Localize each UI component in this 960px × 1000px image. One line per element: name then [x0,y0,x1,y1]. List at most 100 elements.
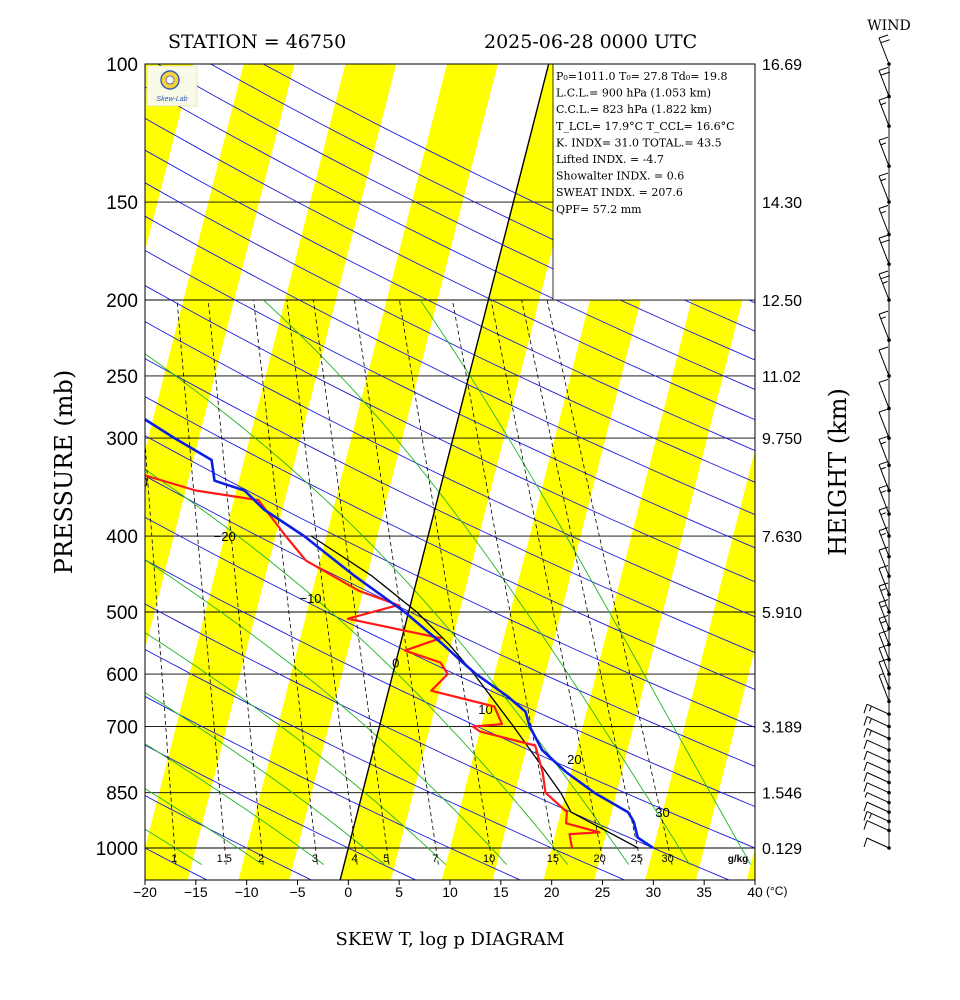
wind-barb-half [882,280,888,284]
mixing-ratio-line [253,299,318,865]
dry-adiabat [145,358,755,654]
wind-barb-half [868,718,872,724]
wind-barb [878,599,889,604]
wind-barb [878,614,889,619]
isotherm-band [340,64,600,880]
wind-barb [878,270,889,275]
wind-barb-half [868,813,872,819]
isotherm-band [145,64,295,650]
wind-barb [878,484,889,489]
dry-adiabat [145,182,755,483]
wind-barb [863,837,868,848]
wind-barb-shaft [878,661,890,689]
info-panel: P₀=1011.0 T₀= 27.8 Td₀= 19.8 L.C.L.= 900 … [556,70,735,216]
height-tick-label: 3.189 [762,720,802,737]
wind-barb-half [880,210,886,214]
wind-barb [878,565,889,570]
dry-adiabat [145,516,755,808]
isotherm-label: 0 [392,656,399,671]
profile-series [145,417,655,850]
wind-barb [863,801,868,812]
moist-adiabat [145,559,508,865]
wind-barb [880,39,890,44]
mixing-ratio-label: 5 [383,853,389,865]
temperature-tick-label: 35 [696,884,712,900]
wind-barb [878,34,889,39]
mixing-ratio-label: 1 [171,853,177,865]
pressure-tick-label: 600 [106,665,138,686]
height-tick-label: 12.50 [762,293,802,310]
isotherm-label: −30 [126,475,148,490]
height-tick-label: 5.910 [762,605,802,622]
dry-adiabat [145,475,755,767]
temperature-tick-label: 20 [544,884,560,900]
temperature-line [145,417,655,850]
wind-barb-half [880,604,886,608]
isotherm-band [145,64,193,252]
wind-barb [880,71,890,76]
wind-barb [863,782,868,792]
wind-barb-shaft [878,549,890,577]
mixing-ratio-line [286,299,358,865]
pressure-tick-label: 100 [106,55,138,76]
datetime-label: 2025-06-28 0000 UTC [484,31,697,53]
wind-barb-shaft [866,837,890,849]
wind-level-dot [887,374,891,378]
pressure-tick-label: 300 [106,429,138,450]
info-line: SWEAT INDX. = 207.6 [556,186,683,199]
wind-barb-half [868,705,872,712]
info-line: P₀=1011.0 T₀= 27.8 Td₀= 19.8 [556,70,727,83]
wind-barb-shaft [866,772,890,783]
dewpoint-line [145,474,601,849]
moist-adiabat [419,299,752,865]
wind-barb [878,66,889,71]
mixing-ratio-label: 15 [547,853,559,865]
wind-barb-shaft [878,647,890,675]
isotherm-label: 30 [655,805,669,820]
wind-barb [878,546,889,551]
dry-adiabat [145,396,755,690]
dry-adiabat [145,435,755,728]
wind-barb-shaft [866,820,890,831]
wind-barb [878,234,889,239]
mixing-ratio-line [521,299,642,865]
footer-title: SKEW T, log p DIAGRAM [336,929,565,950]
dry-adiabat [145,603,731,880]
pressure-tick-label: 250 [106,367,138,388]
mixing-ratio-label: 25 [631,853,643,865]
wind-barb-shaft [866,739,890,751]
wind-barb [878,408,889,413]
wind-barb-half [880,178,886,182]
wind-barb [863,751,868,761]
mixing-ratio-label: 20 [594,853,606,865]
temperature-tick-label: −20 [133,884,157,900]
dry-adiabat [145,117,755,421]
wind-barb-half [880,102,886,106]
isotherm-label: −20 [214,529,236,544]
wind-barb-half [880,588,886,592]
station-label: STATION = 46750 [168,31,346,53]
wind-barb-shaft [878,237,890,265]
mixing-ratio-line [145,437,177,865]
wind-barb-shaft [866,703,890,715]
wind-barb-shaft [878,411,890,439]
mixing-ratio-line [546,299,673,865]
info-panel-box [552,64,755,301]
dry-adiabat [145,695,522,880]
wind-barb [863,820,868,830]
wind-barb-shaft [866,782,890,794]
temperature-tick-label: −10 [235,884,259,900]
wind-barb [878,205,889,209]
dry-adiabat [145,648,626,880]
dry-adiabat [145,285,755,583]
height-tick-label: 9.750 [762,431,802,448]
wind-barb [878,172,889,177]
wind-barb-shaft [866,761,890,773]
pressure-tick-label: 1000 [96,839,138,860]
wind-barb [878,435,889,440]
wind-barb-shaft [878,568,890,595]
wind-barb [863,772,868,782]
wind-barb [878,658,889,663]
